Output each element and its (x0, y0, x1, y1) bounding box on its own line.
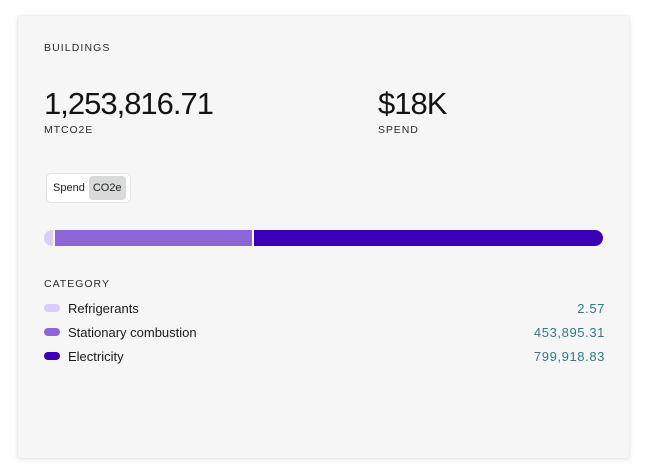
legend-label: Refrigerants (68, 300, 139, 316)
legend-label: Electricity (68, 348, 124, 364)
stationary-combustion-swatch (44, 328, 60, 336)
legend-label: Stationary combustion (68, 324, 197, 340)
metric-emissions: 1,253,816.71 MTCO2E (44, 86, 214, 136)
refrigerants-swatch (44, 304, 60, 312)
metric-spend-value: $18K (378, 86, 447, 121)
metric-emissions-value: 1,253,816.71 (44, 86, 214, 121)
legend-row-electricity: Electricity 799,918.83 (44, 344, 605, 368)
bar-segment-electricity[interactable] (251, 230, 603, 246)
toggle-co2e-button[interactable]: CO2e (88, 176, 126, 200)
legend-value: 799,918.83 (533, 348, 605, 364)
metric-spend-label: SPEND (378, 124, 419, 136)
metric-spend: $18K SPEND (378, 86, 447, 136)
metric-toggle: Spend CO2e (46, 173, 131, 203)
electricity-swatch (44, 352, 60, 360)
category-stacked-bar (44, 230, 603, 246)
legend-row-refrigerants: Refrigerants 2.57 (44, 296, 605, 320)
legend-value: 2.57 (577, 300, 605, 316)
category-legend: Refrigerants 2.57 Stationary combustion … (44, 296, 605, 368)
buildings-card: BUILDINGS 1,253,816.71 MTCO2E $18K SPEND… (18, 16, 629, 458)
bar-segment-stationary-combustion[interactable] (52, 230, 252, 246)
legend-value: 453,895.31 (533, 324, 605, 340)
bar-segment-refrigerants[interactable] (44, 230, 53, 246)
legend-row-stationary-combustion: Stationary combustion 453,895.31 (44, 320, 605, 344)
card-title: BUILDINGS (44, 42, 111, 54)
toggle-spend-button[interactable]: Spend (53, 182, 85, 194)
metric-emissions-label: MTCO2E (44, 124, 94, 136)
category-title: CATEGORY (44, 278, 110, 290)
